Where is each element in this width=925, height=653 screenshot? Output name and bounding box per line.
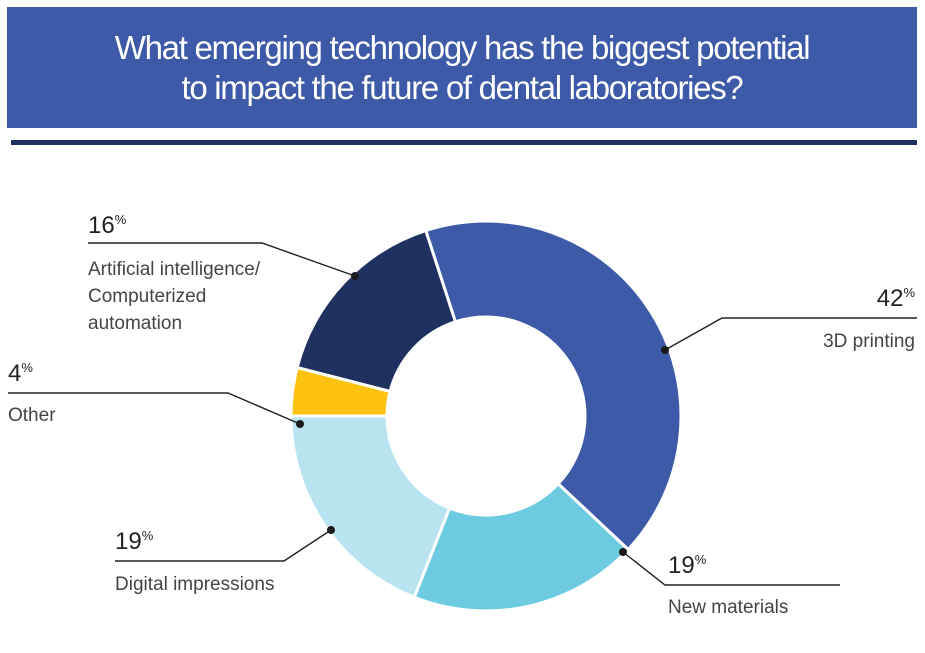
callout-dot-artificial-intelligence-computerized-automation <box>351 272 359 280</box>
value-label-new-materials: 19% <box>668 552 707 579</box>
slice-new-materials <box>412 481 631 613</box>
callout-line-3d-printing <box>664 317 917 351</box>
category-label-artificial-intelligence-computerized-automation: Artificial intelligence/ <box>88 259 261 280</box>
slice-digital-impressions <box>289 414 452 600</box>
callout-line-digital-impressions <box>115 529 332 562</box>
value-label-artificial-intelligence-computerized-automation: 16% <box>88 212 127 239</box>
slice-3d-printing <box>423 219 683 552</box>
slice-callouts: 42% 3D printing 19% New materials 19% Digital… <box>8 212 917 618</box>
callout-dot-new-materials <box>619 548 627 556</box>
category-label-artificial-intelligence-computerized-automation-2: Computerized <box>88 286 206 307</box>
category-label-digital-impressions: Digital impressions <box>115 574 274 595</box>
callout-line-new-materials <box>622 551 840 586</box>
title-divider <box>11 140 917 145</box>
callout-dot-3d-printing <box>661 346 669 354</box>
category-label-artificial-intelligence-computerized-automation-3: automation <box>88 313 182 334</box>
category-label-new-materials: New materials <box>668 597 788 618</box>
category-label-other: Other <box>8 405 56 426</box>
chart-title-line-1: What emerging technology has the biggest… <box>114 28 811 66</box>
callout-dot-digital-impressions <box>327 526 335 534</box>
title-banner: What emerging technology has the biggest… <box>7 7 917 128</box>
slice-artificial-intelligence-computerized-automation <box>295 228 458 394</box>
chart-title-line-2: to impact the future of dental laborator… <box>181 68 743 106</box>
category-label-3d-printing: 3D printing <box>823 331 915 352</box>
value-label-3d-printing: 42% <box>877 285 916 312</box>
value-label-other: 4% <box>8 360 33 387</box>
callout-line-artificial-intelligence-computerized-automation <box>88 242 356 277</box>
value-label-digital-impressions: 19% <box>115 528 154 555</box>
donut-slices <box>289 219 683 613</box>
callout-dot-other <box>296 420 304 428</box>
callout-line-other <box>8 392 301 425</box>
